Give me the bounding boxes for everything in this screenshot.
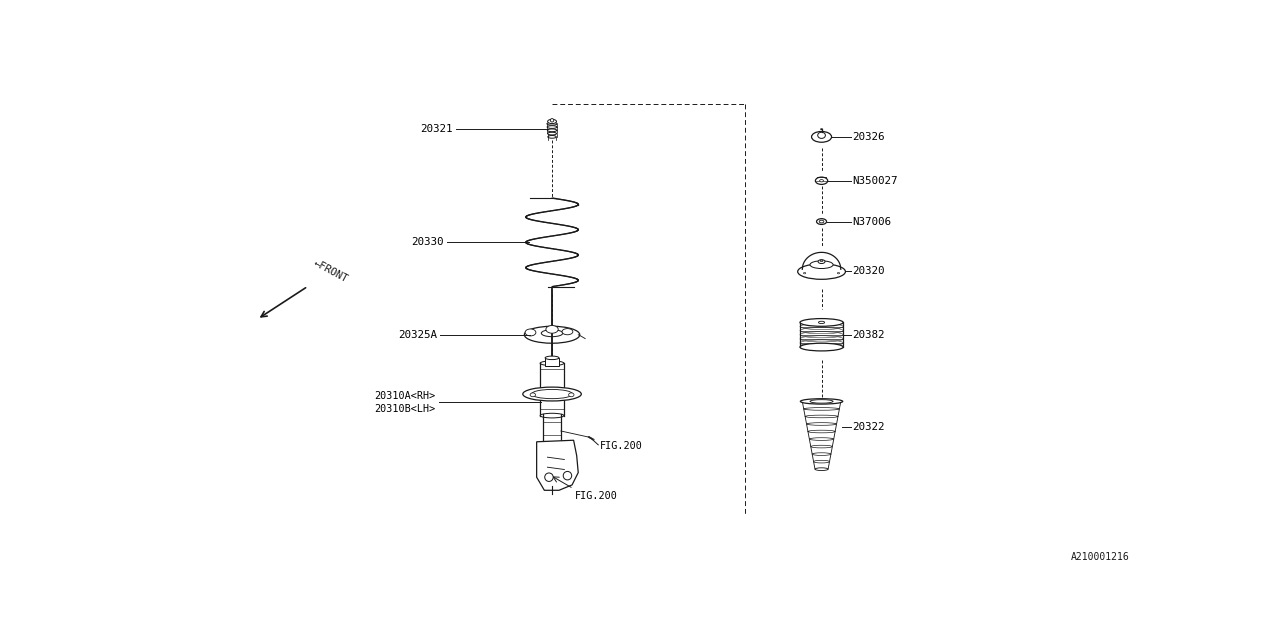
- Ellipse shape: [545, 326, 558, 333]
- Text: 20330: 20330: [411, 237, 443, 247]
- Text: 20325A: 20325A: [398, 330, 438, 340]
- Ellipse shape: [803, 400, 841, 403]
- Ellipse shape: [547, 122, 557, 125]
- Text: 20320: 20320: [852, 266, 884, 276]
- Ellipse shape: [522, 387, 581, 401]
- Ellipse shape: [525, 329, 536, 336]
- Ellipse shape: [568, 393, 573, 397]
- Text: FIG.200: FIG.200: [600, 442, 643, 451]
- Polygon shape: [804, 409, 840, 417]
- Ellipse shape: [530, 393, 535, 397]
- Polygon shape: [814, 461, 829, 469]
- Ellipse shape: [548, 136, 557, 138]
- Ellipse shape: [525, 326, 580, 343]
- Text: ←FRONT: ←FRONT: [312, 259, 349, 285]
- Ellipse shape: [590, 437, 591, 438]
- Ellipse shape: [800, 343, 844, 351]
- Ellipse shape: [540, 361, 564, 365]
- Ellipse shape: [543, 446, 561, 450]
- Ellipse shape: [545, 356, 559, 360]
- Ellipse shape: [591, 438, 593, 440]
- Ellipse shape: [808, 430, 835, 433]
- Ellipse shape: [819, 220, 824, 223]
- Ellipse shape: [593, 439, 594, 440]
- Text: 20310A<RH>: 20310A<RH>: [375, 391, 435, 401]
- Ellipse shape: [547, 125, 557, 129]
- Ellipse shape: [813, 452, 831, 456]
- Ellipse shape: [809, 438, 833, 440]
- Polygon shape: [536, 440, 579, 490]
- Ellipse shape: [531, 389, 572, 399]
- Ellipse shape: [800, 399, 842, 404]
- Ellipse shape: [540, 413, 564, 418]
- Bar: [540, 364, 564, 415]
- Polygon shape: [810, 447, 832, 454]
- Polygon shape: [806, 424, 837, 431]
- Circle shape: [563, 472, 572, 480]
- Text: 20326: 20326: [852, 132, 884, 142]
- Ellipse shape: [562, 328, 573, 335]
- Ellipse shape: [805, 415, 838, 418]
- Ellipse shape: [548, 132, 557, 135]
- Bar: [545, 358, 559, 365]
- Ellipse shape: [815, 468, 828, 470]
- Ellipse shape: [804, 273, 806, 274]
- Ellipse shape: [818, 132, 826, 138]
- Circle shape: [545, 473, 553, 481]
- Text: N350027: N350027: [852, 176, 897, 186]
- Ellipse shape: [548, 129, 557, 132]
- Text: 20321: 20321: [420, 124, 453, 134]
- Text: FIG.200: FIG.200: [575, 491, 618, 501]
- Ellipse shape: [814, 460, 829, 463]
- Ellipse shape: [797, 264, 845, 279]
- Ellipse shape: [800, 319, 844, 326]
- Ellipse shape: [818, 260, 826, 264]
- Polygon shape: [805, 417, 838, 424]
- Ellipse shape: [817, 219, 827, 225]
- Ellipse shape: [837, 273, 840, 274]
- Polygon shape: [809, 439, 833, 447]
- Ellipse shape: [810, 445, 832, 448]
- Ellipse shape: [588, 436, 590, 438]
- Text: A210001216: A210001216: [1071, 552, 1129, 562]
- Ellipse shape: [810, 261, 833, 269]
- Ellipse shape: [548, 119, 557, 124]
- Ellipse shape: [815, 177, 828, 184]
- Text: 20310B<LH>: 20310B<LH>: [375, 404, 435, 415]
- Text: 20322: 20322: [852, 422, 884, 432]
- Ellipse shape: [818, 321, 824, 324]
- Text: N37006: N37006: [852, 216, 891, 227]
- Polygon shape: [803, 401, 841, 409]
- Ellipse shape: [812, 131, 832, 142]
- Bar: [543, 414, 561, 448]
- Ellipse shape: [804, 408, 840, 410]
- Text: 20382: 20382: [852, 330, 884, 340]
- Ellipse shape: [806, 422, 837, 426]
- Ellipse shape: [541, 330, 563, 337]
- Ellipse shape: [820, 129, 823, 130]
- Polygon shape: [813, 454, 831, 461]
- Ellipse shape: [819, 180, 823, 182]
- Ellipse shape: [810, 399, 833, 403]
- Ellipse shape: [820, 260, 823, 262]
- Circle shape: [550, 118, 554, 122]
- Bar: [800, 323, 844, 347]
- Polygon shape: [808, 431, 835, 439]
